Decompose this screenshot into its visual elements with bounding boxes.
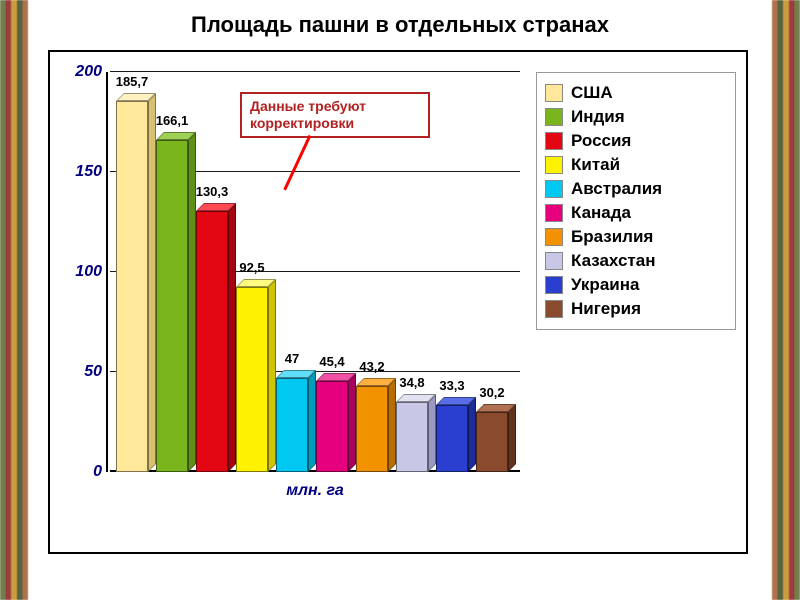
bar-value-label: 34,8	[399, 375, 424, 390]
correction-note: Данные требуют корректировки	[240, 92, 430, 138]
bar: 185,7	[116, 101, 148, 472]
legend-label: Казахстан	[571, 251, 655, 271]
legend-swatch	[545, 228, 563, 246]
bar-front	[396, 402, 428, 472]
ytick-label: 50	[84, 363, 102, 381]
bar-value-label: 45,4	[319, 354, 344, 369]
bar: 166,1	[156, 140, 188, 472]
bar-front	[436, 405, 468, 472]
legend-label: Австралия	[571, 179, 662, 199]
chart-title: Площадь пашни в отдельных странах	[60, 12, 740, 38]
legend-item: Нигерия	[545, 299, 727, 319]
bar: 92,5	[236, 287, 268, 472]
bar-value-label: 166,1	[156, 113, 189, 128]
legend-swatch	[545, 180, 563, 198]
ytick-label: 100	[75, 263, 102, 281]
legend-item: Австралия	[545, 179, 727, 199]
bar-front	[196, 211, 228, 472]
legend-item: Канада	[545, 203, 727, 223]
bar: 43,2	[356, 386, 388, 472]
bar-value-label: 43,2	[359, 359, 384, 374]
slide: Площадь пашни в отдельных странах 200 150…	[0, 0, 800, 600]
legend-item: Россия	[545, 131, 727, 151]
bar-front	[116, 101, 148, 472]
bar-front	[476, 412, 508, 472]
legend-item: Украина	[545, 275, 727, 295]
bar-front	[156, 140, 188, 472]
legend-item: Индия	[545, 107, 727, 127]
legend: США Индия Россия Китай Австралия Канада Бразил…	[536, 72, 736, 330]
y-axis	[106, 72, 108, 472]
bar-value-label: 33,3	[439, 378, 464, 393]
bar-value-label: 130,3	[196, 184, 229, 199]
bar-value-label: 185,7	[116, 74, 149, 89]
bar-front	[276, 378, 308, 472]
ytick-label: 200	[75, 63, 102, 81]
legend-item: Китай	[545, 155, 727, 175]
x-axis-label: млн. га	[110, 482, 520, 500]
legend-item: Бразилия	[545, 227, 727, 247]
bar-front	[356, 386, 388, 472]
legend-swatch	[545, 300, 563, 318]
correction-note-text: Данные требуют корректировки	[250, 98, 366, 131]
bar: 130,3	[196, 211, 228, 472]
legend-item: Казахстан	[545, 251, 727, 271]
legend-label: Россия	[571, 131, 631, 151]
bar-side-face	[308, 370, 316, 472]
legend-swatch	[545, 252, 563, 270]
ytick-label: 150	[75, 163, 102, 181]
legend-item: США	[545, 83, 727, 103]
bar: 34,8	[396, 402, 428, 472]
legend-label: Бразилия	[571, 227, 653, 247]
bar-side-face	[348, 373, 356, 472]
bar: 33,3	[436, 405, 468, 472]
bar-side-face	[388, 378, 396, 472]
legend-label: Нигерия	[571, 299, 641, 319]
bar: 47	[276, 378, 308, 472]
legend-label: Индия	[571, 107, 625, 127]
legend-label: Канада	[571, 203, 631, 223]
ytick-label: 0	[93, 463, 102, 481]
bar-value-label: 47	[285, 351, 299, 366]
bar-value-label: 92,5	[239, 260, 264, 275]
bar-side-face	[508, 404, 516, 472]
legend-swatch	[545, 84, 563, 102]
legend-label: США	[571, 83, 613, 103]
decorative-border-right	[772, 0, 800, 600]
legend-swatch	[545, 276, 563, 294]
bar-front	[316, 381, 348, 472]
legend-label: Украина	[571, 275, 639, 295]
bar-side-face	[268, 279, 276, 472]
chart-frame: 200150100500 185,7166,1130,392,54745,443…	[48, 50, 748, 554]
bar: 30,2	[476, 412, 508, 472]
bar-side-face	[468, 397, 476, 472]
bar-front	[236, 287, 268, 472]
legend-swatch	[545, 132, 563, 150]
decorative-border-left	[0, 0, 28, 600]
bar-side-face	[188, 132, 196, 472]
legend-swatch	[545, 108, 563, 126]
bar-side-face	[148, 93, 156, 472]
bar-side-face	[228, 203, 236, 472]
legend-label: Китай	[571, 155, 620, 175]
legend-swatch	[545, 204, 563, 222]
bar-value-label: 30,2	[479, 385, 504, 400]
bar: 45,4	[316, 381, 348, 472]
bar-side-face	[428, 394, 436, 472]
legend-swatch	[545, 156, 563, 174]
